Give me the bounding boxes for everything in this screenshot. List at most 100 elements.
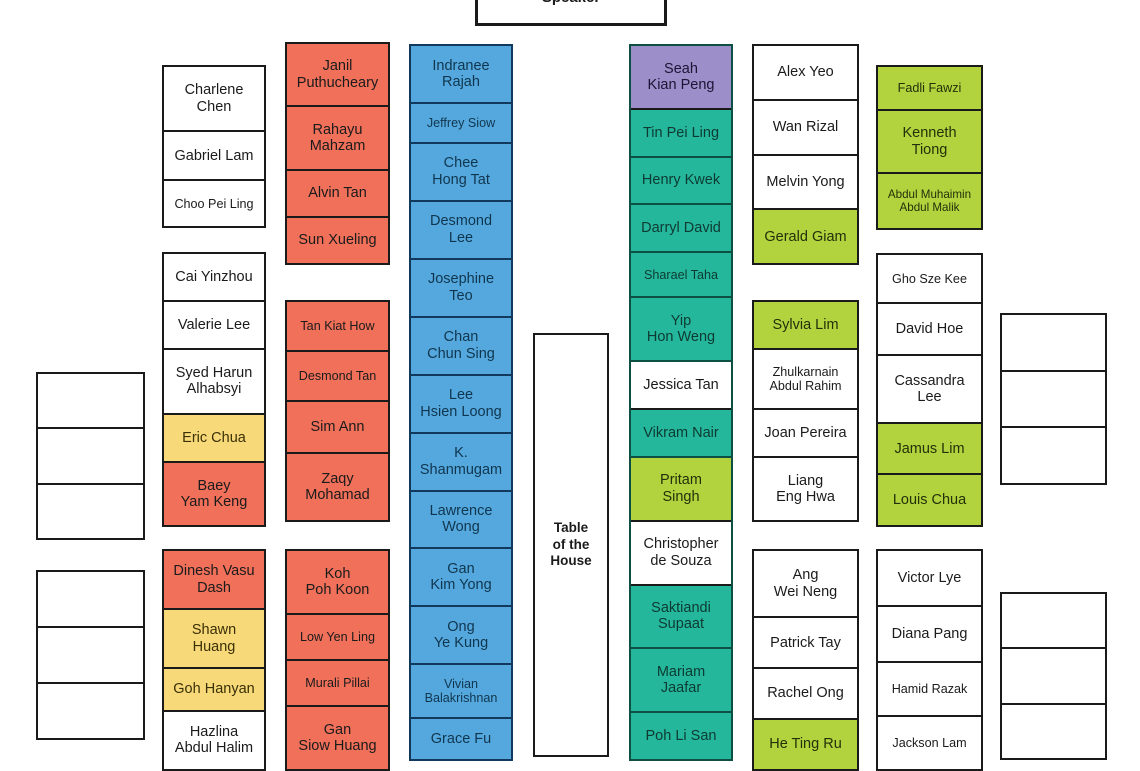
empty-seat[interactable] (1002, 705, 1105, 758)
seat-louis-chua[interactable]: Louis Chua (878, 475, 981, 525)
seat-hazlina-abdul-halim[interactable]: Hazlina Abdul Halim (164, 711, 264, 770)
seat-vikram-nair[interactable]: Vikram Nair (631, 410, 731, 458)
seat-henry-kwek[interactable]: Henry Kwek (631, 157, 731, 206)
seat-christopher-de-souza[interactable]: Christopher de Souza (631, 521, 731, 586)
seat-jackson-lam[interactable]: Jackson Lam (878, 717, 981, 770)
seat-vivian-balakrishnan[interactable]: Vivian Balakrishnan (411, 665, 511, 720)
seat-jamus-lim[interactable]: Jamus Lim (878, 423, 981, 476)
seat-victor-lye[interactable]: Victor Lye (878, 551, 981, 608)
seat-group-c1-g3: Dinesh Vasu Dash Shawn Huang Goh Hanyan … (162, 549, 266, 771)
seat-gan-kim-yong[interactable]: Gan Kim Yong (411, 549, 511, 608)
seat-jessica-tan[interactable]: Jessica Tan (631, 362, 731, 411)
seat-rachel-ong[interactable]: Rachel Ong (754, 669, 857, 721)
seat-choo-pei-ling[interactable]: Choo Pei Ling (164, 181, 264, 226)
seat-group-c4-g1: Seah Kian Peng Tin Pei Ling Henry Kwek D… (629, 44, 733, 761)
seat-josephine-teo[interactable]: Josephine Teo (411, 259, 511, 318)
seat-cassandra-lee[interactable]: Cassandra Lee (878, 356, 981, 424)
empty-seat[interactable] (1002, 428, 1105, 483)
empty-seat[interactable] (1002, 315, 1105, 372)
seat-hamid-razak[interactable]: Hamid Razak (878, 663, 981, 718)
seat-darryl-david[interactable]: Darryl David (631, 205, 731, 253)
seat-chan-chun-sing[interactable]: Chan Chun Sing (411, 317, 511, 376)
seat-goh-hanyan[interactable]: Goh Hanyan (164, 669, 264, 712)
empty-seat[interactable] (38, 485, 143, 538)
table-of-the-house-label: Table of the House (550, 519, 592, 569)
seat-group-c3-g1: Indranee Rajah Jeffrey Siow Chee Hong Ta… (409, 44, 513, 761)
empty-seat[interactable] (1002, 372, 1105, 429)
seat-liang-eng-hwa[interactable]: Liang Eng Hwa (754, 457, 857, 520)
seat-joan-pereira[interactable]: Joan Pereira (754, 409, 857, 458)
seat-grace-fu[interactable]: Grace Fu (411, 719, 511, 759)
seat-seah-kian-peng[interactable]: Seah Kian Peng (631, 46, 731, 110)
seat-zhulkarnain-abdul-rahim[interactable]: Zhulkarnain Abdul Rahim (754, 349, 857, 410)
seat-sylvia-lim[interactable]: Sylvia Lim (754, 302, 857, 350)
seat-saktiandi-supaat[interactable]: Saktiandi Supaat (631, 585, 731, 650)
seat-baey-yam-keng[interactable]: Baey Yam Keng (164, 462, 264, 526)
seat-jeffrey-siow[interactable]: Jeffrey Siow (411, 103, 511, 144)
empty-seat[interactable] (1002, 649, 1105, 705)
seat-patrick-tay[interactable]: Patrick Tay (754, 618, 857, 670)
seat-tin-pei-ling[interactable]: Tin Pei Ling (631, 109, 731, 158)
seat-k-shanmugam[interactable]: K. Shanmugam (411, 433, 511, 492)
seat-eric-chua[interactable]: Eric Chua (164, 414, 264, 463)
table-of-the-house: Table of the House (533, 333, 609, 757)
seat-group-c5-g1: Alex Yeo Wan Rizal Melvin Yong Gerald Gi… (752, 44, 859, 265)
empty-seat[interactable] (38, 429, 143, 485)
seat-fadli-fawzi[interactable]: Fadli Fawzi (878, 67, 981, 112)
seat-group-c6-g3: Victor Lye Diana Pang Hamid Razak Jackso… (876, 549, 983, 771)
seat-abdul-muhaimin-abdul-malik[interactable]: Abdul Muhaimin Abdul Malik (878, 173, 981, 228)
seat-group-c2-g2: Tan Kiat How Desmond Tan Sim Ann Zaqy Mo… (285, 300, 390, 522)
seat-rahayu-mahzam[interactable]: Rahayu Mahzam (287, 107, 388, 171)
seat-dinesh-vasu-dash[interactable]: Dinesh Vasu Dash (164, 551, 264, 611)
seat-gerald-giam[interactable]: Gerald Giam (754, 210, 857, 263)
seat-wan-rizal[interactable]: Wan Rizal (754, 100, 857, 156)
seat-lawrence-wong[interactable]: Lawrence Wong (411, 491, 511, 550)
seat-pritam-singh[interactable]: Pritam Singh (631, 457, 731, 522)
seat-yip-hon-weng[interactable]: Yip Hon Weng (631, 298, 731, 363)
seat-zaqy-mohamad[interactable]: Zaqy Mohamad (287, 453, 388, 521)
seat-he-ting-ru[interactable]: He Ting Ru (754, 720, 857, 769)
seat-valerie-lee[interactable]: Valerie Lee (164, 302, 264, 351)
seat-alvin-tan[interactable]: Alvin Tan (287, 170, 388, 218)
seat-syed-harun-alhabsyi[interactable]: Syed Harun Alhabsyi (164, 350, 264, 415)
speaker-box: Speaker (475, 0, 667, 26)
seat-janil-puthucheary[interactable]: Janil Puthucheary (287, 44, 388, 108)
seat-kenneth-tiong[interactable]: Kenneth Tiong (878, 111, 981, 174)
seat-melvin-yong[interactable]: Melvin Yong (754, 155, 857, 211)
seat-tan-kiat-how[interactable]: Tan Kiat How (287, 302, 388, 352)
seat-murali-pillai[interactable]: Murali Pillai (287, 661, 388, 707)
seat-group-c5-g2: Sylvia Lim Zhulkarnain Abdul Rahim Joan … (752, 300, 859, 522)
seat-cai-yinzhou[interactable]: Cai Yinzhou (164, 254, 264, 303)
seat-sim-ann[interactable]: Sim Ann (287, 401, 388, 454)
seat-gan-siow-huang[interactable]: Gan Siow Huang (287, 706, 388, 769)
empty-seat[interactable] (38, 628, 143, 684)
seat-koh-poh-koon[interactable]: Koh Poh Koon (287, 551, 388, 616)
seat-mariam-jaafar[interactable]: Mariam Jaafar (631, 649, 731, 714)
empty-seat[interactable] (38, 684, 143, 738)
seat-poh-li-san[interactable]: Poh Li San (631, 713, 731, 759)
seat-desmond-tan[interactable]: Desmond Tan (287, 351, 388, 402)
seat-sharael-taha[interactable]: Sharael Taha (631, 252, 731, 299)
seat-chee-hong-tat[interactable]: Chee Hong Tat (411, 143, 511, 202)
seat-desmond-lee[interactable]: Desmond Lee (411, 201, 511, 260)
empty-seat[interactable] (38, 374, 143, 430)
empty-seat[interactable] (1002, 594, 1105, 650)
seat-alex-yeo[interactable]: Alex Yeo (754, 46, 857, 101)
seat-shawn-huang[interactable]: Shawn Huang (164, 610, 264, 670)
seat-sun-xueling[interactable]: Sun Xueling (287, 217, 388, 264)
seat-lee-hsien-loong[interactable]: Lee Hsien Loong (411, 375, 511, 434)
seat-gho-sze-kee[interactable]: Gho Sze Kee (878, 255, 981, 305)
empty-seat-group (36, 570, 145, 740)
seat-indranee-rajah[interactable]: Indranee Rajah (411, 46, 511, 104)
seat-ang-wei-neng[interactable]: Ang Wei Neng (754, 551, 857, 619)
seat-gabriel-lam[interactable]: Gabriel Lam (164, 132, 264, 182)
seat-diana-pang[interactable]: Diana Pang (878, 607, 981, 664)
seat-ong-ye-kung[interactable]: Ong Ye Kung (411, 607, 511, 666)
seat-low-yen-ling[interactable]: Low Yen Ling (287, 615, 388, 661)
empty-seat-group (1000, 313, 1107, 485)
seat-david-hoe[interactable]: David Hoe (878, 304, 981, 357)
empty-seat[interactable] (38, 572, 143, 628)
seat-charlene-chen[interactable]: Charlene Chen (164, 67, 264, 133)
empty-seat-group (36, 372, 145, 540)
empty-seat-group (1000, 592, 1107, 760)
